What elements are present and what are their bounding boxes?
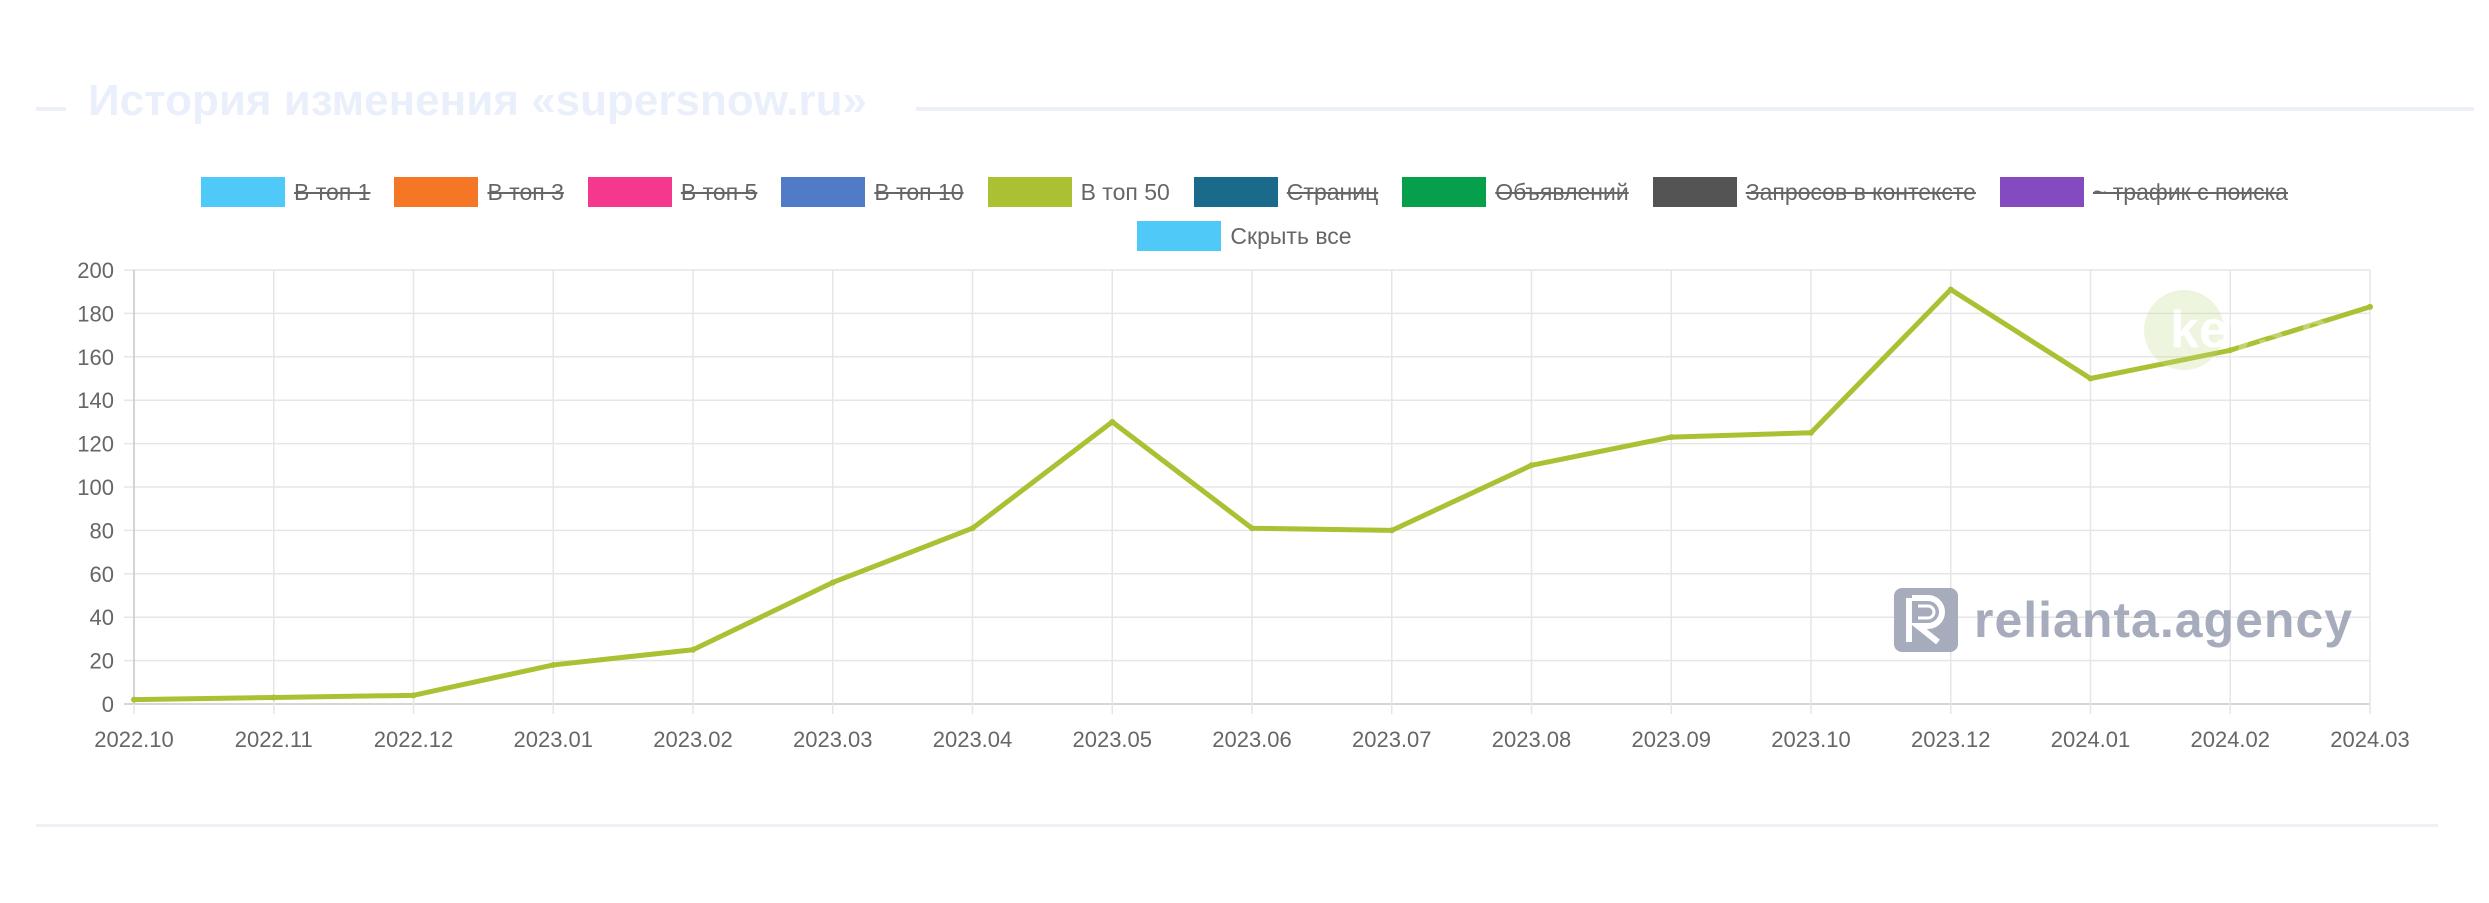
data-point[interactable] (2087, 375, 2094, 382)
legend-label: В топ 5 (680, 178, 758, 205)
x-tick-label: 2023.06 (1212, 727, 1292, 752)
legend-label: Запросов в контексте (1745, 178, 1976, 205)
hide-all-label: Скрыть все (1230, 222, 1352, 249)
legend-label: Объявлений (1495, 178, 1629, 205)
legend-label: В топ 50 (1080, 178, 1170, 205)
legend-label: В топ 3 (487, 178, 564, 205)
y-tick-label: 40 (90, 605, 114, 630)
y-tick-label: 80 (90, 518, 114, 543)
legend-item[interactable]: ~ трафик с поиска (1999, 177, 2288, 207)
legend-item[interactable]: В топ 50 (987, 177, 1170, 207)
y-tick-label: 0 (102, 692, 114, 717)
legend-row: Скрыть все (0, 214, 2489, 258)
legend-swatch (201, 177, 286, 207)
data-point[interactable] (690, 646, 696, 653)
data-point[interactable] (270, 694, 277, 701)
x-tick-label: 2024.02 (2190, 727, 2270, 752)
legend-item[interactable]: В топ 5 (587, 177, 758, 207)
x-tick-label: 2024.01 (2051, 727, 2131, 752)
x-tick-label: 2023.01 (513, 727, 593, 752)
x-tick-label: 2023.07 (1352, 727, 1432, 752)
chart-legend: В топ 1 В топ 3 В топ 5 В топ 10 В топ 50 Стр… (0, 170, 2489, 258)
panel-title: История изменения «supersnow.ru» (88, 76, 867, 125)
legend-item-hide-all[interactable]: Скрыть все (1137, 221, 1352, 251)
legend-swatch (1137, 221, 1222, 251)
data-point[interactable] (1249, 525, 1255, 532)
data-point[interactable] (131, 696, 137, 703)
data-point[interactable] (1808, 429, 1814, 436)
data-point[interactable] (1947, 286, 1954, 293)
data-point[interactable] (1388, 527, 1395, 534)
x-tick-label: 2022.10 (94, 727, 174, 752)
x-tick-label: 2023.05 (1072, 727, 1152, 752)
data-point[interactable] (2367, 303, 2373, 310)
x-tick-label: 2023.04 (933, 727, 1013, 752)
y-tick-label: 100 (77, 475, 114, 500)
data-point[interactable] (1668, 434, 1675, 441)
series-layer (131, 286, 2373, 703)
legend-swatch (1652, 177, 1737, 207)
x-axis: 2022.10 2022.11 2022.12 2023.01 2023.02 2023.… (94, 727, 2410, 752)
legend-swatch (1193, 177, 1278, 207)
x-tick-label: 2024.03 (2330, 727, 2410, 752)
data-point[interactable] (1528, 462, 1535, 469)
panel-bottom-divider (36, 824, 2438, 827)
legend-item[interactable]: Страниц (1193, 177, 1379, 207)
data-point[interactable] (1109, 418, 1116, 425)
legend-item[interactable]: В топ 3 (394, 177, 564, 207)
legend-swatch (394, 177, 479, 207)
legend-swatch (781, 177, 866, 207)
keys-watermark-text: keys.so (2170, 301, 2361, 359)
data-point[interactable] (550, 661, 557, 668)
legend-swatch (1999, 177, 2084, 207)
data-point[interactable] (829, 579, 836, 586)
x-tick-label: 2023.12 (1911, 727, 1991, 752)
legend-row: В топ 1 В топ 3 В топ 5 В топ 10 В топ 50 Стр… (0, 170, 2489, 214)
x-tick-label: 2023.09 (1631, 727, 1711, 752)
y-tick-label: 200 (77, 258, 114, 283)
y-tick-label: 60 (90, 562, 114, 587)
legend-swatch (587, 177, 672, 207)
y-tick-label: 120 (77, 432, 114, 457)
y-tick-label: 20 (90, 649, 114, 674)
legend-label: Страниц (1286, 178, 1379, 205)
x-tick-label: 2022.11 (235, 727, 313, 752)
chart-grid (124, 269, 2371, 714)
x-tick-label: 2023.03 (793, 727, 873, 752)
x-tick-label: 2023.08 (1492, 727, 1572, 752)
keys-watermark: keys.so (2140, 285, 2370, 375)
x-tick-label: 2023.10 (1771, 727, 1851, 752)
panel-header: История изменения «supersnow.ru» (36, 72, 2474, 142)
y-tick-label: 140 (77, 388, 114, 413)
legend-item[interactable]: В топ 1 (201, 177, 370, 207)
legend-label: В топ 10 (874, 178, 964, 205)
legend-label: В топ 1 (294, 178, 371, 205)
legend-item[interactable]: Запросов в контексте (1652, 177, 1976, 207)
title-divider-right (916, 107, 2474, 111)
relianta-logo-icon (1894, 588, 1958, 652)
data-point[interactable] (410, 692, 417, 699)
legend-item[interactable]: Объявлений (1402, 177, 1629, 207)
relianta-watermark-text: relianta.agency (1974, 592, 2354, 648)
legend-label: ~ трафик с поиска (2092, 178, 2288, 205)
x-tick-label: 2022.12 (374, 727, 454, 752)
legend-swatch (987, 177, 1072, 207)
legend-item[interactable]: В топ 10 (781, 177, 964, 207)
x-tick-label: 2023.02 (653, 727, 733, 752)
title-divider-left (36, 107, 66, 111)
y-axis: 0 20 40 60 80 100 120 140 160 180 200 (77, 258, 114, 717)
y-tick-label: 180 (77, 301, 114, 326)
data-point[interactable] (969, 525, 976, 532)
y-tick-label: 160 (77, 345, 114, 370)
data-point[interactable] (2227, 347, 2234, 354)
relianta-watermark: relianta.agency (1892, 584, 2353, 656)
legend-swatch (1402, 177, 1487, 207)
